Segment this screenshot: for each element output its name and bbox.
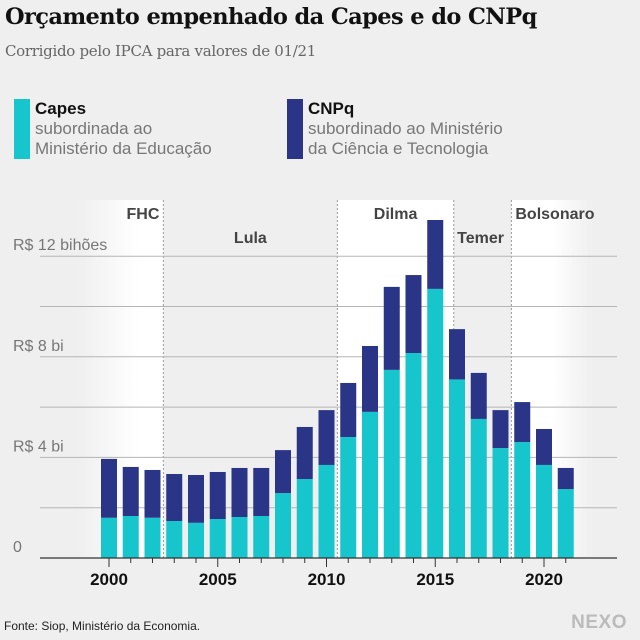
bar-capes-2016 bbox=[449, 379, 465, 558]
bar-capes-2005 bbox=[209, 519, 226, 558]
bar-cnpq-2001 bbox=[122, 466, 139, 516]
x-tick-label-2015: 2015 bbox=[416, 570, 454, 589]
bar-capes-2007 bbox=[253, 515, 270, 558]
bar-cnpq-2005 bbox=[209, 471, 226, 520]
y-tick-label-0: 0 bbox=[13, 539, 22, 556]
period-label-bolsonaro: Bolsonaro bbox=[515, 206, 594, 223]
bar-cnpq-2016 bbox=[449, 329, 465, 380]
bar-cnpq-2019 bbox=[514, 402, 531, 443]
bar-capes-2000 bbox=[101, 517, 117, 558]
y-tick-label-12: R$ 12 bihões bbox=[13, 237, 107, 254]
bar-capes-2012 bbox=[362, 411, 378, 558]
bar-capes-2014 bbox=[405, 353, 422, 558]
x-tick-label-2020: 2020 bbox=[525, 570, 563, 589]
bar-capes-2011 bbox=[340, 437, 357, 558]
bar-cnpq-2004 bbox=[188, 475, 204, 523]
bar-capes-2008 bbox=[275, 493, 291, 558]
bar-cnpq-2015 bbox=[427, 219, 444, 289]
nexo-logo: NEXO bbox=[571, 612, 627, 633]
y-tick-label-4: R$ 4 bi bbox=[13, 438, 64, 455]
bar-cnpq-2011 bbox=[340, 382, 357, 438]
bar-capes-2003 bbox=[166, 521, 183, 558]
bar-capes-2001 bbox=[122, 515, 139, 558]
bar-cnpq-2013 bbox=[383, 286, 400, 370]
bar-cnpq-2002 bbox=[144, 469, 161, 518]
legend-swatch-capes bbox=[14, 99, 30, 159]
legend-desc-cnpq-line2: da Ciência e Tecnologia bbox=[308, 139, 489, 158]
legend-name-capes: Capes bbox=[35, 99, 87, 118]
period-label-lula: Lula bbox=[234, 230, 267, 247]
bar-cnpq-2000 bbox=[101, 458, 117, 518]
legend-swatch-cnpq bbox=[287, 99, 303, 159]
bar-cnpq-2014 bbox=[405, 275, 422, 354]
bar-capes-2020 bbox=[536, 464, 552, 558]
x-tick-label-2005: 2005 bbox=[199, 570, 237, 589]
bar-cnpq-2012 bbox=[362, 345, 378, 412]
bar-cnpq-2021 bbox=[557, 467, 574, 490]
bar-capes-2006 bbox=[231, 517, 248, 558]
bar-capes-2021 bbox=[557, 489, 574, 558]
bar-cnpq-2006 bbox=[231, 467, 248, 518]
bar-cnpq-2018 bbox=[492, 410, 509, 449]
chart-title: Orçamento empenhado da Capes e do CNPq bbox=[5, 4, 537, 30]
bar-cnpq-2007 bbox=[253, 467, 270, 516]
bar-cnpq-2008 bbox=[275, 450, 291, 494]
bar-cnpq-2003 bbox=[166, 473, 183, 522]
bar-capes-2010 bbox=[318, 464, 335, 558]
period-label-temer: Temer bbox=[457, 230, 504, 247]
y-tick-label-8: R$ 8 bi bbox=[13, 338, 64, 355]
bar-capes-2015 bbox=[427, 288, 444, 558]
x-tick-label-2010: 2010 bbox=[308, 570, 346, 589]
bar-cnpq-2009 bbox=[296, 426, 313, 480]
chart-subtitle: Corrigido pelo IPCA para valores de 01/2… bbox=[5, 42, 316, 60]
bar-cnpq-2017 bbox=[470, 372, 487, 419]
bar-capes-2019 bbox=[514, 442, 531, 558]
legend-desc-capes-line2: Ministério da Educação bbox=[35, 139, 212, 158]
bar-cnpq-2020 bbox=[536, 428, 552, 465]
x-tick-label-2000: 2000 bbox=[90, 570, 128, 589]
period-label-dilma: Dilma bbox=[374, 206, 418, 223]
source-note: Fonte: Siop, Ministério da Economia. bbox=[4, 619, 201, 633]
legend-desc-capes-line1: subordinada ao bbox=[35, 119, 153, 138]
bar-capes-2002 bbox=[144, 517, 161, 558]
bar-capes-2017 bbox=[470, 418, 487, 558]
bar-capes-2018 bbox=[492, 448, 509, 558]
bar-capes-2009 bbox=[296, 479, 313, 558]
legend-desc-cnpq-line1: subordinado ao Ministério bbox=[308, 119, 503, 138]
bar-cnpq-2010 bbox=[318, 410, 335, 465]
bar-capes-2013 bbox=[383, 369, 400, 558]
bar-capes-2004 bbox=[188, 522, 204, 558]
period-label-fhc: FHC bbox=[126, 206, 159, 223]
legend-name-cnpq: CNPq bbox=[308, 99, 355, 118]
